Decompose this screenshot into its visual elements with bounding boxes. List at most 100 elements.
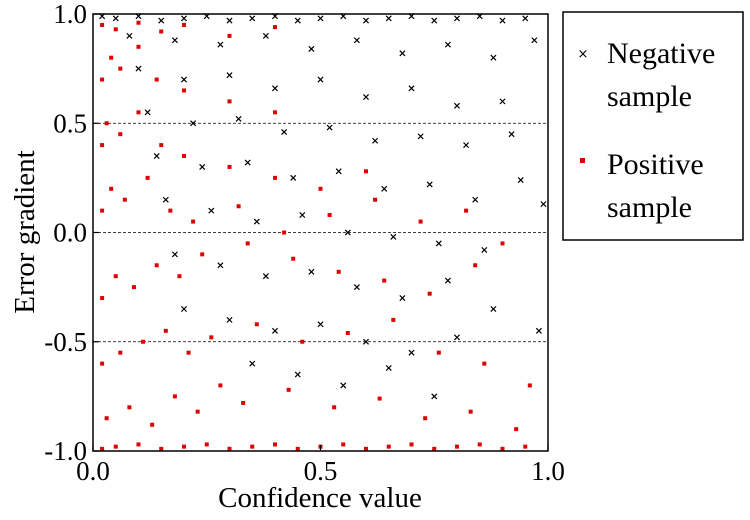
legend-item-negative: × Negative sample bbox=[578, 37, 716, 113]
data-point-negative bbox=[453, 15, 461, 22]
data-point-negative bbox=[540, 201, 547, 208]
data-point-positive bbox=[100, 77, 105, 82]
data-point-positive bbox=[377, 396, 382, 401]
data-point-negative bbox=[290, 174, 297, 181]
data-point-positive bbox=[332, 405, 337, 410]
data-point-positive bbox=[436, 350, 441, 355]
data-point-negative bbox=[408, 85, 415, 92]
data-point-negative bbox=[226, 72, 233, 79]
data-point-negative bbox=[208, 207, 215, 214]
data-point-positive bbox=[364, 169, 368, 174]
data-point-negative bbox=[362, 94, 370, 101]
data-point-negative bbox=[317, 321, 324, 328]
data-point-negative bbox=[490, 305, 497, 312]
series-negative-sample bbox=[99, 13, 547, 400]
data-point-positive bbox=[209, 335, 214, 340]
data-point-negative bbox=[190, 120, 197, 127]
data-point-positive bbox=[159, 446, 164, 451]
data-point-negative bbox=[281, 128, 288, 136]
data-point-negative bbox=[385, 364, 392, 371]
data-point-positive bbox=[109, 55, 114, 60]
data-point-positive bbox=[127, 405, 132, 410]
data-point-positive bbox=[186, 350, 191, 355]
data-point-positive bbox=[136, 442, 141, 447]
data-point-positive bbox=[327, 213, 332, 218]
data-point-positive bbox=[432, 446, 437, 451]
data-point-negative bbox=[294, 371, 301, 378]
data-point-negative bbox=[444, 277, 451, 284]
data-point-positive bbox=[473, 263, 478, 268]
data-point-positive bbox=[100, 296, 105, 301]
data-point-negative bbox=[235, 115, 242, 122]
data-point-negative bbox=[499, 98, 506, 105]
data-point-positive bbox=[236, 204, 241, 209]
data-point-positive bbox=[254, 322, 259, 327]
data-point-positive bbox=[227, 33, 232, 38]
data-point-positive bbox=[500, 446, 505, 451]
data-point-positive bbox=[409, 442, 414, 447]
series-positive-sample bbox=[100, 20, 532, 451]
data-point-negative bbox=[517, 177, 524, 184]
data-point-positive bbox=[136, 20, 141, 25]
data-point-positive bbox=[500, 241, 505, 246]
x-tick-label: 0.0 bbox=[76, 456, 110, 486]
data-point-negative bbox=[431, 17, 438, 24]
data-point-negative bbox=[535, 327, 542, 334]
data-point-positive bbox=[482, 361, 487, 366]
data-point-positive bbox=[182, 88, 186, 93]
data-point-positive bbox=[341, 442, 346, 447]
data-point-negative bbox=[472, 196, 479, 203]
x-axis: 0.0 0.5 1.0 bbox=[76, 445, 565, 486]
data-point-positive bbox=[113, 274, 118, 279]
data-point-positive bbox=[141, 339, 146, 344]
data-point-negative bbox=[180, 15, 188, 22]
data-point-positive bbox=[418, 219, 423, 224]
data-point-positive bbox=[145, 175, 150, 180]
data-point-positive bbox=[386, 444, 391, 449]
data-point-negative bbox=[126, 32, 133, 39]
x-tick-label: 1.0 bbox=[531, 456, 565, 486]
data-point-positive bbox=[113, 444, 118, 449]
data-point-positive bbox=[200, 252, 205, 257]
data-point-positive bbox=[182, 22, 186, 27]
y-tick-label: 1.0 bbox=[53, 0, 87, 29]
data-point-negative bbox=[199, 163, 206, 170]
data-point-negative bbox=[162, 196, 169, 203]
data-point-positive bbox=[100, 22, 105, 27]
data-point-positive bbox=[273, 175, 277, 180]
y-tick-label: -1.0 bbox=[44, 436, 87, 466]
data-point-negative bbox=[171, 37, 178, 44]
data-point-negative bbox=[226, 17, 233, 24]
data-point-negative bbox=[308, 268, 315, 275]
data-point-negative bbox=[435, 240, 442, 247]
data-point-negative bbox=[431, 393, 438, 400]
data-point-negative bbox=[499, 17, 506, 24]
data-point-positive bbox=[364, 446, 368, 451]
data-point-negative bbox=[522, 15, 529, 22]
data-point-positive bbox=[168, 208, 173, 213]
data-point-positive bbox=[177, 274, 182, 279]
data-point-negative bbox=[180, 76, 188, 83]
data-point-positive bbox=[477, 442, 482, 447]
data-point-negative bbox=[426, 181, 433, 188]
data-point-negative bbox=[353, 284, 360, 291]
legend-item-positive: Positive sample bbox=[580, 148, 704, 224]
data-point-negative bbox=[408, 349, 415, 356]
data-point-negative bbox=[294, 17, 301, 24]
y-tick-label: -0.5 bbox=[44, 327, 87, 357]
data-point-positive bbox=[291, 256, 296, 261]
data-point-positive bbox=[455, 444, 459, 449]
data-point-positive bbox=[345, 331, 350, 336]
data-point-positive bbox=[227, 164, 232, 169]
data-point-positive bbox=[227, 446, 232, 451]
legend-label-positive-line1: Positive bbox=[607, 148, 704, 181]
data-point-positive bbox=[336, 269, 341, 274]
legend-marker-positive bbox=[580, 158, 585, 163]
data-point-negative bbox=[253, 218, 260, 225]
data-point-positive bbox=[227, 99, 232, 104]
data-point-positive bbox=[282, 230, 287, 235]
data-point-positive bbox=[427, 291, 432, 296]
data-point-positive bbox=[100, 361, 105, 366]
data-point-negative bbox=[453, 334, 461, 341]
